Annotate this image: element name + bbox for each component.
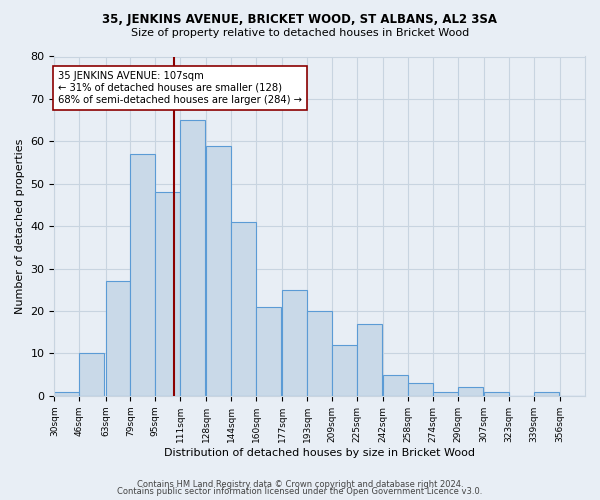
Bar: [534, 392, 559, 396]
Bar: [357, 324, 382, 396]
Bar: [283, 290, 307, 396]
Text: Contains HM Land Registry data © Crown copyright and database right 2024.: Contains HM Land Registry data © Crown c…: [137, 480, 463, 489]
Bar: [206, 146, 231, 396]
Bar: [180, 120, 205, 396]
Bar: [79, 354, 104, 396]
Bar: [155, 192, 180, 396]
Bar: [408, 383, 433, 396]
Bar: [55, 392, 79, 396]
Bar: [256, 307, 281, 396]
Bar: [332, 345, 357, 396]
X-axis label: Distribution of detached houses by size in Bricket Wood: Distribution of detached houses by size …: [164, 448, 475, 458]
Text: Contains public sector information licensed under the Open Government Licence v3: Contains public sector information licen…: [118, 487, 482, 496]
Bar: [130, 154, 155, 396]
Bar: [106, 282, 130, 396]
Bar: [231, 222, 256, 396]
Text: 35 JENKINS AVENUE: 107sqm
← 31% of detached houses are smaller (128)
68% of semi: 35 JENKINS AVENUE: 107sqm ← 31% of detac…: [58, 72, 302, 104]
Bar: [383, 374, 408, 396]
Bar: [484, 392, 509, 396]
Y-axis label: Number of detached properties: Number of detached properties: [15, 138, 25, 314]
Text: 35, JENKINS AVENUE, BRICKET WOOD, ST ALBANS, AL2 3SA: 35, JENKINS AVENUE, BRICKET WOOD, ST ALB…: [103, 12, 497, 26]
Bar: [433, 392, 458, 396]
Bar: [307, 311, 332, 396]
Text: Size of property relative to detached houses in Bricket Wood: Size of property relative to detached ho…: [131, 28, 469, 38]
Bar: [458, 388, 482, 396]
